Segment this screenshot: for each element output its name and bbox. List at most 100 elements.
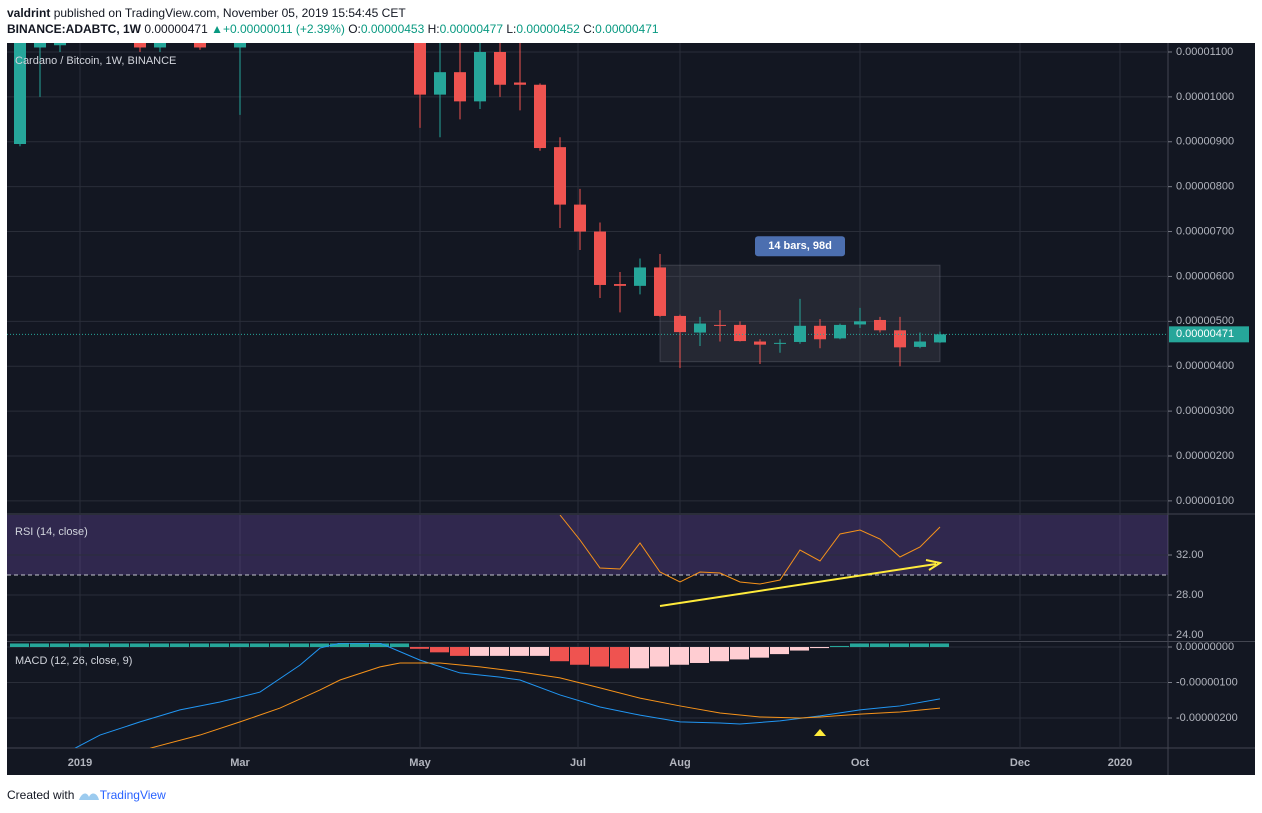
candle-body [714,324,726,326]
histogram-bar [870,643,889,648]
x-tick-label: May [409,757,431,769]
h-label: H: [427,22,440,36]
candle-body [814,325,826,340]
y-tick-label: 0.00000400 [1176,360,1234,372]
candle-body [874,319,886,331]
histogram-bar [90,643,109,648]
histogram-bar [10,643,29,648]
histogram-bar [930,643,949,648]
histogram-bar [450,647,469,656]
histogram-bar [170,643,189,648]
footer-brand[interactable]: TradingView [99,788,166,802]
candle-body [894,330,906,348]
histogram-bar [190,643,209,648]
y-tick-label: 0.00000000 [1176,641,1234,653]
rsi-title: RSI (14, close) [15,526,88,538]
x-tick-label: Oct [851,757,870,769]
rsi-band [7,515,1168,575]
trend-arrow [925,559,943,571]
histogram-bar [710,647,729,662]
candle-body [494,51,506,85]
histogram-bar [590,647,609,667]
cross-marker [814,729,826,736]
candle-body [734,324,746,342]
histogram-bar [750,647,769,658]
histogram-bar [850,643,869,648]
histogram-bar [690,647,709,663]
l-label: L: [506,22,517,36]
pane [7,515,1168,640]
x-tick-label: 2019 [68,757,92,769]
rsi-line [559,515,941,585]
y-tick-label: -0.00000200 [1176,712,1238,724]
c-value: 0.00000471 [595,22,659,36]
candle-body [534,84,546,149]
pane: 14 bars, 98d [7,43,1168,513]
up-arrow: ▲ [211,22,223,36]
histogram-bar [290,643,309,648]
histogram-bar [230,643,249,648]
x-tick-label: Jul [570,757,586,769]
histogram-bar [210,643,229,648]
histogram-bar [570,647,589,665]
chart-title: Cardano / Bitcoin, 1W, BINANCE [15,55,176,67]
histogram-bar [270,643,289,648]
candle-body [414,43,426,95]
candle-body [674,315,686,333]
pane [7,643,1168,748]
author: valdrint [7,6,51,20]
header-line: valdrint published on TradingView.com, N… [7,6,406,20]
logo [78,793,99,800]
y-tick-label: 28.00 [1176,589,1204,601]
candle-body [474,51,486,102]
y-tick-label: 0.00000800 [1176,181,1234,193]
candle-body [574,204,586,232]
macd-line [74,643,941,748]
histogram-bar [790,647,809,651]
c-label: C: [583,22,596,36]
candle-body [614,284,626,286]
l-value: 0.00000452 [516,22,580,36]
histogram-bar [330,643,349,648]
y-tick-label: 0.00000200 [1176,450,1234,462]
histogram-bar [110,643,129,648]
range-tag [755,236,845,257]
header-line: BINANCE:ADABTC, 1W 0.00000471 ▲+0.000000… [7,22,659,36]
histogram-bar [630,647,649,669]
histogram-bar [810,647,829,649]
candle-body [514,82,526,85]
candle-body [54,43,66,46]
candle-body [34,43,46,48]
histogram-bar [510,647,529,656]
candle-body [834,324,846,339]
range-label: 14 bars, 98d [768,240,832,252]
histogram-bar [770,647,789,655]
y-tick-label: 0.00000600 [1176,270,1234,282]
histogram-bar [30,643,49,648]
x-tick-label: Aug [669,757,690,769]
candle-body [634,267,646,286]
y-tick-label: 24.00 [1176,629,1204,641]
histogram-bar [430,647,449,653]
candle-body [134,43,146,48]
candle-body [654,267,666,316]
histogram-bar [670,647,689,665]
histogram-bar [370,643,389,648]
footer: Created with TradingView [7,788,166,802]
y-tick-label: 32.00 [1176,549,1204,561]
histogram-bar [130,643,149,648]
histogram-bar [890,643,909,648]
candle-body [554,147,566,205]
histogram-bar [150,643,169,648]
y-tick-label: 0.00000900 [1176,136,1234,148]
histogram-bar [910,643,929,648]
histogram-bar [730,647,749,660]
histogram-bar [530,647,549,656]
candle-body [934,334,946,343]
histogram-bar [410,647,429,649]
last-price-label: 0.00000471 [1176,328,1234,340]
symbol: BINANCE:ADABTC, 1W [7,22,141,36]
y-tick-label: 0.00000100 [1176,495,1234,507]
histogram-bar [490,647,509,656]
